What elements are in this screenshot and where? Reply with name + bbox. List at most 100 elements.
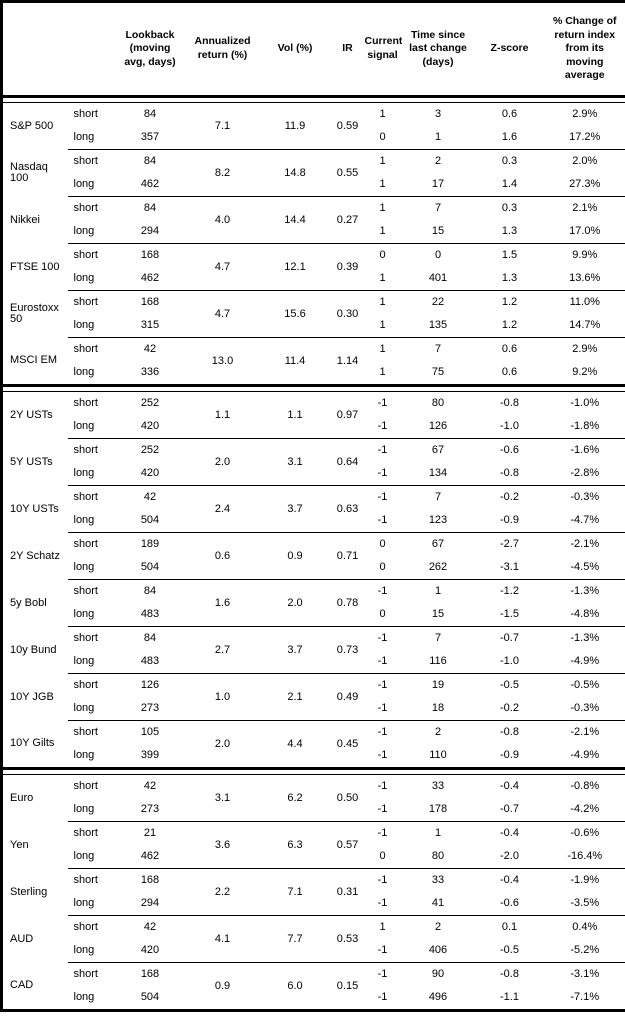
time-since-value: 123 [428,514,448,526]
instrument-block: Nasdaq 100 short 84 8.2 14.8 0.55 1 2 0.3 2.0% lon… [2,149,625,197]
pct-change-value: -4.8% [570,608,600,620]
lookback-value: 294 [140,897,160,909]
ir-value: 0.57 [331,821,364,869]
time-since-value: 7 [401,626,475,650]
group-separator-line [1,767,625,775]
zscore-value: 0.6 [501,366,518,378]
horizon-label: short [67,915,114,939]
horizon-label: long [73,561,95,573]
instrument-name: Nasdaq 100 [10,161,48,184]
instrument-row-short: Eurostoxx 50 short 168 4.7 15.6 0.30 1 22 1.2 11.… [2,290,625,338]
lookback-value: 483 [140,655,160,667]
instrument-row-short: Yen short 21 3.6 6.3 0.57 -1 1 -0.4 -0.6% [2,821,625,869]
zscore-value: -0.5 [474,673,545,697]
instrument-row-short: Sterling short 168 2.2 7.1 0.31 -1 33 -0.4 -1.9% [2,868,625,916]
time-since-value: 262 [428,561,448,573]
zscore-value: -0.8 [500,467,519,479]
horizon-label: short [67,438,114,462]
col-header-annualized-return: Annualized return (%) [194,35,251,61]
zscore-value: -0.8 [474,720,545,744]
pct-change-value: -1.0% [570,397,600,409]
time-since-value: 7 [401,485,475,509]
horizon-label: short [73,108,98,120]
lookback-value: 126 [113,673,187,697]
vol-value: 6.0 [258,962,332,1011]
lookback-value: 462 [140,178,160,190]
instrument-block: 10Y JGB short 126 1.0 2.1 0.49 -1 19 -0.5 -0.5% lo… [2,673,625,721]
lookback-value: 252 [140,397,160,409]
lookback-value: 252 [113,438,187,462]
lookback-value: 462 [140,850,160,862]
current-signal-value: -1 [363,673,402,697]
instrument-row-long: long 294 1 15 1.3 17.0% [2,220,625,244]
instrument-block: 5y Bobl short 84 1.6 2.0 0.78 -1 1 -1.2 -1.3% long… [2,579,625,627]
pct-change-value: -4.2% [570,803,600,815]
time-since-value: 67 [401,438,475,462]
zscore-value: -1.5 [500,608,519,620]
pct-change-value: -0.3% [570,702,600,714]
current-signal-value: 0 [363,532,402,556]
table-header: Lookback (moving avg, days) Annualized r… [2,2,625,97]
zscore-value: -1.0 [500,420,519,432]
pct-change-value: -1.8% [570,420,600,432]
instrument-row-long: long 294 -1 41 -0.6 -3.5% [2,892,625,916]
pct-change-value: -5.2% [570,944,600,956]
ir-value: 0.78 [331,579,364,627]
annualized-return-value: 4.7 [186,243,259,291]
time-since-value: 496 [428,991,448,1003]
instrument-row-short: 2Y USTs short 252 1.1 1.1 0.97 -1 80 -0.8 -1.0% [2,392,625,421]
time-since-value: 7 [401,196,475,220]
time-since-value: 116 [429,655,447,667]
current-signal-value: 1 [379,366,386,378]
instrument-name: Euro [10,791,34,804]
annualized-return-value: 2.0 [186,438,259,486]
pct-change-value: -0.3% [544,485,625,509]
vol-value: 6.3 [258,821,332,869]
horizon-label: long [73,366,95,378]
instrument-row-short: 10Y USTs short 42 2.4 3.7 0.63 -1 7 -0.2 -0.3% [2,485,625,533]
horizon-label: long [73,702,95,714]
ir-value: 0.71 [331,532,364,580]
pct-change-value: 14.7% [569,319,601,331]
zscore-value: 0.1 [474,915,545,939]
current-signal-value: -1 [377,780,388,792]
time-since-value: 401 [428,272,448,284]
horizon-label: short [67,290,114,314]
time-since-value: 33 [431,780,445,792]
lookback-value: 504 [140,514,160,526]
vol-value: 7.7 [258,915,332,963]
horizon-label: short [67,337,114,361]
current-signal-value: 0 [379,608,386,620]
annualized-return-value: 2.0 [186,720,259,769]
instrument-row-short: 10y Bund short 84 2.7 3.7 0.73 -1 7 -0.7 -1.3% [2,626,625,674]
time-since-value: 80 [431,850,445,862]
horizon-label: long [73,467,95,479]
instrument-name: 5Y USTs [10,455,53,468]
annualized-return-value: 2.2 [186,868,259,916]
annualized-return-value: 7.1 [214,119,231,132]
current-signal-value: 1 [363,290,402,314]
ir-value: 0.15 [331,962,364,1011]
lookback-value: 168 [113,868,187,892]
pct-change-value: 17.2% [569,131,601,143]
ir-value: 0.63 [331,485,364,533]
instrument-block: MSCI EM short 42 13.0 11.4 1.14 1 7 0.6 2.9% long 3… [2,337,625,386]
current-signal-value: -1 [363,485,402,509]
lookback-value: 42 [113,485,187,509]
ir-value: 0.53 [331,915,364,963]
instrument-row-short: 10Y Gilts short 105 2.0 4.4 0.45 -1 2 -0.8 -2.1% [2,720,625,769]
time-since-value: 19 [401,673,475,697]
ir-value: 0.45 [331,720,364,769]
instrument-row-short: CAD short 168 0.9 6.0 0.15 -1 90 -0.8 -3.1% [2,962,625,1011]
lookback-value: 273 [140,803,160,815]
current-signal-value: 0 [363,243,402,267]
pct-change-value: -2.8% [570,467,600,479]
annualized-return-value: 2.7 [186,626,259,674]
instrument-block: Sterling short 168 2.2 7.1 0.31 -1 33 -0.4 -1.9% l… [2,868,625,916]
current-signal-value: -1 [363,821,402,845]
pct-change-value: 0.4% [544,915,625,939]
ir-value: 0.27 [331,196,364,244]
ir-value: 0.59 [336,119,359,132]
current-signal-value: -1 [377,803,388,815]
pct-change-value: 27.3% [569,178,601,190]
